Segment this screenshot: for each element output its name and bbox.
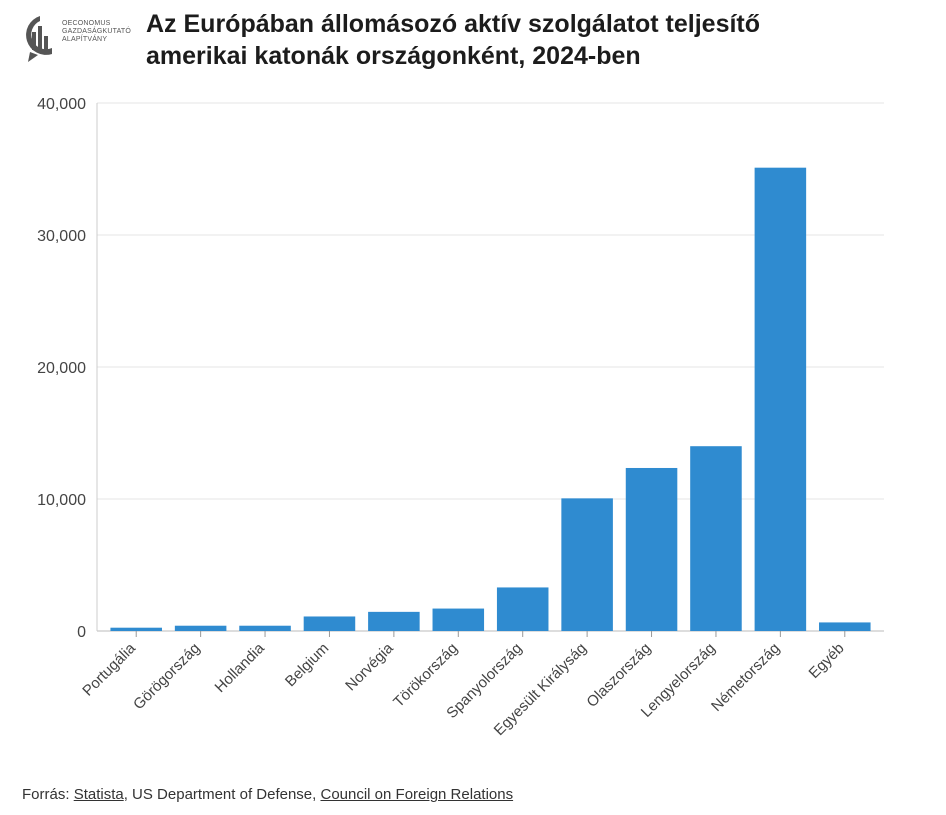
chart-title: Az Európában állomásozó aktív szolgálato… xyxy=(146,8,926,72)
x-tick-label: Belgium xyxy=(282,640,332,690)
bar-1 xyxy=(110,627,162,631)
x-tick-label: Hollandia xyxy=(212,639,269,696)
x-tick-label: Görögország xyxy=(130,640,203,713)
x-tick-label: Németország xyxy=(708,640,783,715)
y-tick-label: 20,000 xyxy=(37,360,86,377)
y-tick-label: 40,000 xyxy=(37,96,86,113)
bar-8 xyxy=(561,498,613,631)
x-tick-label: Portugália xyxy=(79,639,139,699)
x-tick-label: Törökország xyxy=(390,640,461,711)
source-link-statista[interactable]: Statista xyxy=(73,786,124,803)
bar-5 xyxy=(368,611,420,631)
bar-10 xyxy=(690,446,742,631)
logo: OECONOMUS GAZDASÁGKUTATÓ ALAPÍTVÁNY xyxy=(22,12,142,68)
y-tick-label: 30,000 xyxy=(37,228,86,245)
bar-3 xyxy=(239,625,291,631)
source-prefix: Forrás: xyxy=(22,786,74,803)
bar-chart: 0 10,000 20,000 30,000 40,000 PortugáliaGörög… xyxy=(37,96,884,739)
source-note: Forrás: Statista, US Department of Defen… xyxy=(22,786,513,803)
source-link-cfr[interactable]: Council on Foreign Relations xyxy=(320,786,514,803)
bar-2 xyxy=(174,625,227,631)
source-middle: , US Department of Defense, xyxy=(123,786,321,803)
x-tick-label: Olaszország xyxy=(583,640,654,711)
logo-line-1: OECONOMUS xyxy=(62,20,111,27)
bar-4 xyxy=(303,616,356,631)
title-line-1: Az Európában állomásozó aktív szolgálato… xyxy=(146,10,761,38)
y-tick-label: 0 xyxy=(77,624,86,641)
logo-line-2: GAZDASÁGKUTATÓ xyxy=(62,28,132,35)
x-tick-label: Norvégia xyxy=(342,639,397,694)
bar-11 xyxy=(754,167,807,631)
y-tick-label: 10,000 xyxy=(37,492,86,509)
bar-6 xyxy=(432,608,485,631)
bar-7 xyxy=(496,587,549,631)
bar-9 xyxy=(625,467,678,631)
logo-line-3: ALAPÍTVÁNY xyxy=(62,36,108,43)
x-tick-label: Egyéb xyxy=(806,640,848,682)
title-line-2: amerikai katonák országonként, 2024-ben xyxy=(146,42,641,70)
logo-icon xyxy=(26,16,52,62)
bar-12 xyxy=(819,622,871,631)
